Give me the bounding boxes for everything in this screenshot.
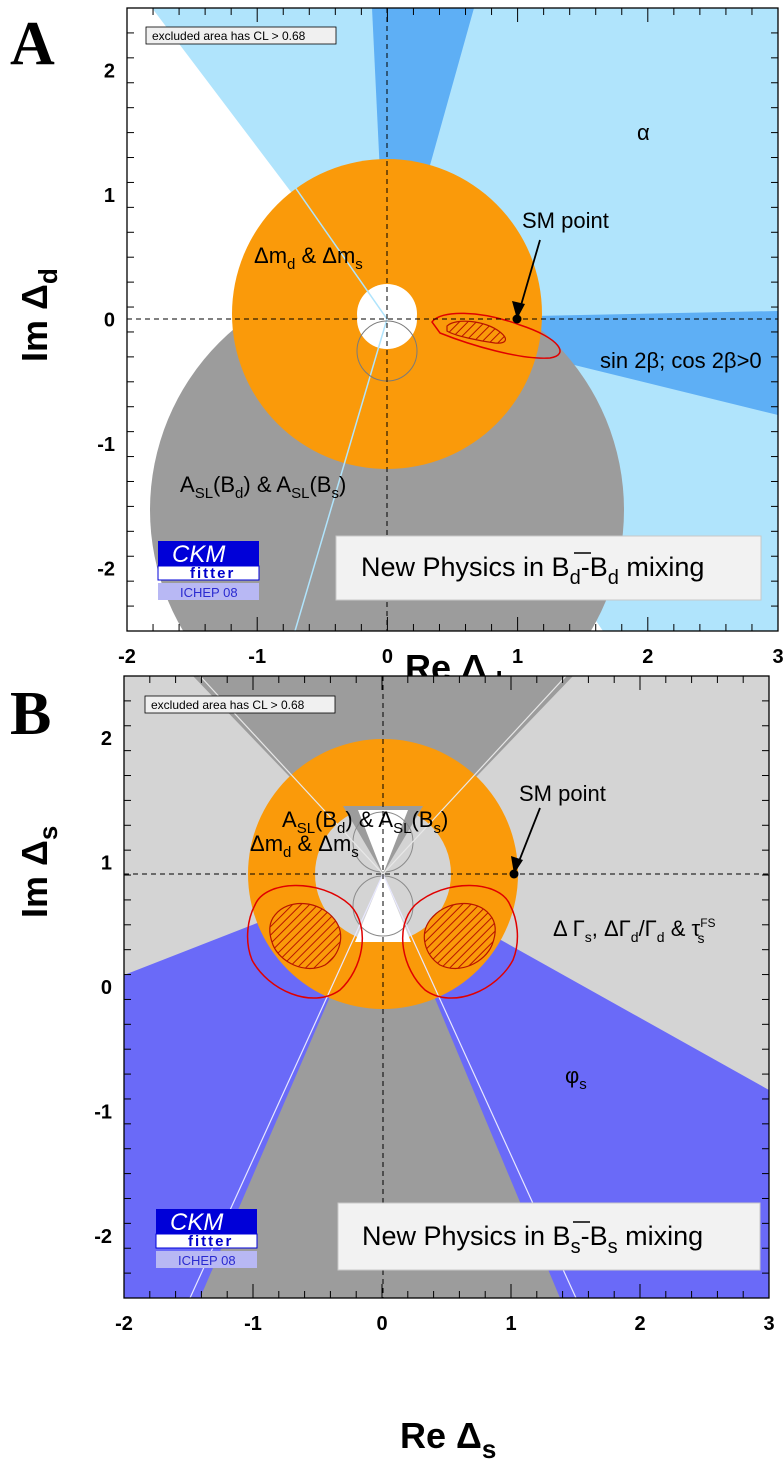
x-tick-label: -2 [118, 646, 136, 668]
sm-label-b: SM point [519, 781, 606, 806]
alpha-boundary-line [169, 8, 388, 320]
asl-label-b: ASL(Bd) & ASL(Bs) [282, 807, 448, 837]
panel-a: -2 -1 0 1 2 3 -2 -1 0 1 2 SM point α Δmd & Δms ASL… [10, 7, 784, 696]
frame-a [126, 7, 779, 632]
gamma-label: Δ Γs, ΔΓd/Γd & τFS s [553, 916, 716, 946]
panel-letter-a: A [10, 10, 55, 78]
cl-contour-outer-a [431, 312, 561, 359]
y-tick-label: 2 [104, 60, 115, 82]
plot-area-b [124, 676, 769, 1298]
panel-letter-b: B [10, 680, 51, 748]
x-tick-label: 3 [772, 646, 783, 668]
dm-label-b: Δmd & Δms [250, 831, 359, 861]
y-tick-label: -1 [94, 1101, 112, 1123]
cl-contour-inner-right [423, 902, 496, 970]
cl-contour-outer-left [246, 884, 364, 999]
x-tick-label: 2 [642, 646, 653, 668]
cl-note-b: excluded area has CL > 0.68 [151, 698, 305, 712]
asl-label-a: ASL(Bd) & ASL(Bs) [180, 472, 346, 502]
x-tick-label: 1 [512, 646, 523, 668]
ckmfitter-logo-b: CKM fitter ICHEP 08 [155, 1209, 258, 1268]
sm-label-a: SM point [522, 208, 609, 233]
alpha-label: α [637, 120, 650, 145]
sm-arrowhead-b [511, 856, 523, 874]
frame-b [123, 675, 770, 1299]
y-tick-label: 1 [101, 853, 112, 875]
y-tick-label: -1 [97, 434, 115, 456]
logo-sub-a: fitter [190, 565, 235, 582]
logo-main-b: CKM [170, 1209, 223, 1236]
phi-region-right [383, 874, 769, 1298]
sin2beta-label: sin 2β; cos 2β>0 [600, 348, 762, 373]
xlabel-b: Re Δs [400, 1415, 496, 1464]
y-tick-label: 0 [101, 977, 112, 999]
x-tick-label: 2 [634, 1313, 645, 1335]
x-tick-label: -2 [115, 1313, 133, 1335]
y-tick-label: -2 [94, 1226, 112, 1248]
cl-contour-inner-a [446, 320, 507, 344]
title-box-a [335, 535, 762, 601]
alpha-boundary-line [294, 318, 388, 631]
logo-ichep-b: ICHEP 08 [178, 1253, 236, 1268]
phi-label: φs [565, 1063, 587, 1093]
ckmfitter-logo-a: CKM fitter ICHEP 08 [157, 541, 260, 600]
title-b: New Physics in Bs-Bs mixing [362, 1221, 703, 1258]
cl-note-a: excluded area has CL > 0.68 [152, 29, 306, 43]
cl-contour-inner-left [269, 902, 342, 970]
title-a: New Physics in Bd-Bd mixing [361, 552, 704, 589]
cl-note-box-a [145, 26, 337, 45]
ylabel-a: Im Δd [14, 268, 63, 362]
x-tick-label: -1 [244, 1313, 262, 1335]
x-tick-label: -1 [248, 646, 266, 668]
cl-contour-outer-right [401, 884, 519, 999]
y-tick-label: 1 [104, 185, 115, 207]
x-tick-label: 0 [382, 646, 393, 668]
logo-ichep-a: ICHEP 08 [180, 585, 238, 600]
logo-main-a: CKM [172, 541, 225, 568]
panel-b: -2 -1 0 1 2 3 -2 -1 0 1 2 SM point ASL(Bd) & ASL(B… [10, 675, 775, 1464]
x-tick-label: 3 [763, 1313, 774, 1335]
x-tick-label: 1 [505, 1313, 516, 1335]
title-box-b [337, 1202, 761, 1271]
y-tick-label: 0 [104, 310, 115, 332]
asl-line [382, 676, 567, 875]
y-tick-label: -2 [97, 559, 115, 581]
ticks-b: -2 -1 0 1 2 3 -2 -1 0 1 2 [94, 675, 775, 1335]
y-tick-label: 2 [101, 728, 112, 750]
x-tick-label: 0 [376, 1313, 387, 1335]
dm-label-a: Δmd & Δms [254, 243, 363, 273]
plot-area-a [127, 8, 778, 631]
ylabel-b: Im Δs [14, 826, 63, 918]
cl-note-box-b [144, 695, 336, 714]
logo-sub-b: fitter [188, 1233, 233, 1250]
ticks-a: -2 -1 0 1 2 3 -2 -1 0 1 2 [97, 7, 784, 668]
sm-arrowhead-a [512, 301, 525, 319]
